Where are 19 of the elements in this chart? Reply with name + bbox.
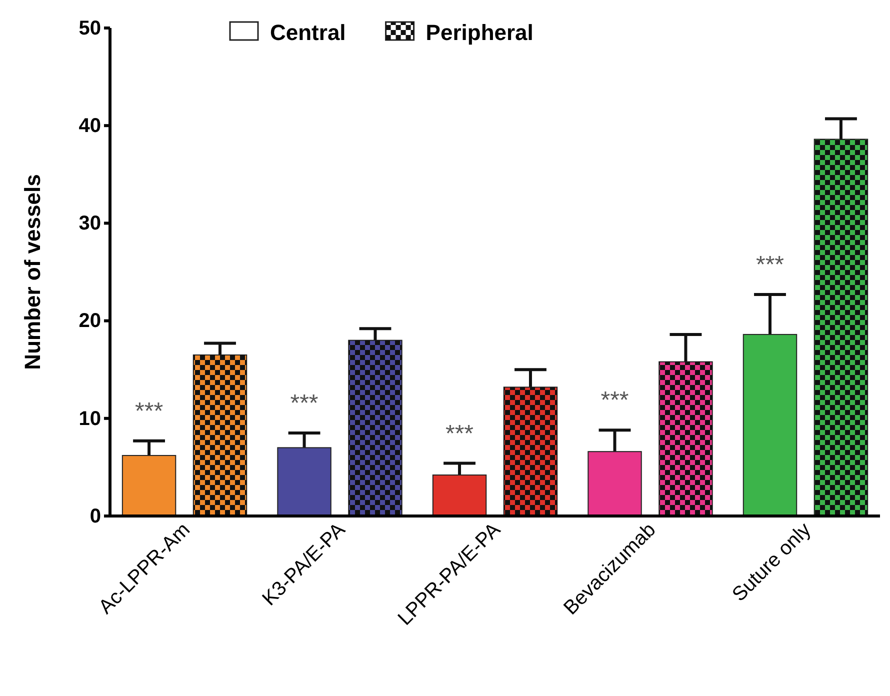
legend-label: Peripheral	[426, 20, 534, 45]
bar	[277, 447, 332, 516]
annotation: ***	[135, 398, 164, 425]
annotation: ***	[600, 387, 629, 414]
y-axis-title: Number of vessels	[20, 174, 45, 370]
annotation: ***	[446, 420, 474, 448]
y-tick-label: 10	[78, 408, 101, 430]
y-tick-label: 0	[90, 505, 101, 528]
y-tick-label: 40	[78, 115, 101, 137]
y-tick-label: 20	[78, 310, 101, 332]
annotation: ***	[756, 251, 784, 278]
annotation: ***	[290, 390, 318, 418]
y-tick-label: 30	[78, 212, 101, 235]
legend-label: Central	[270, 20, 346, 45]
bar	[742, 334, 798, 516]
bar	[432, 474, 487, 516]
y-tick-label: 50	[78, 17, 101, 40]
bar	[122, 454, 176, 516]
bar	[588, 451, 642, 516]
